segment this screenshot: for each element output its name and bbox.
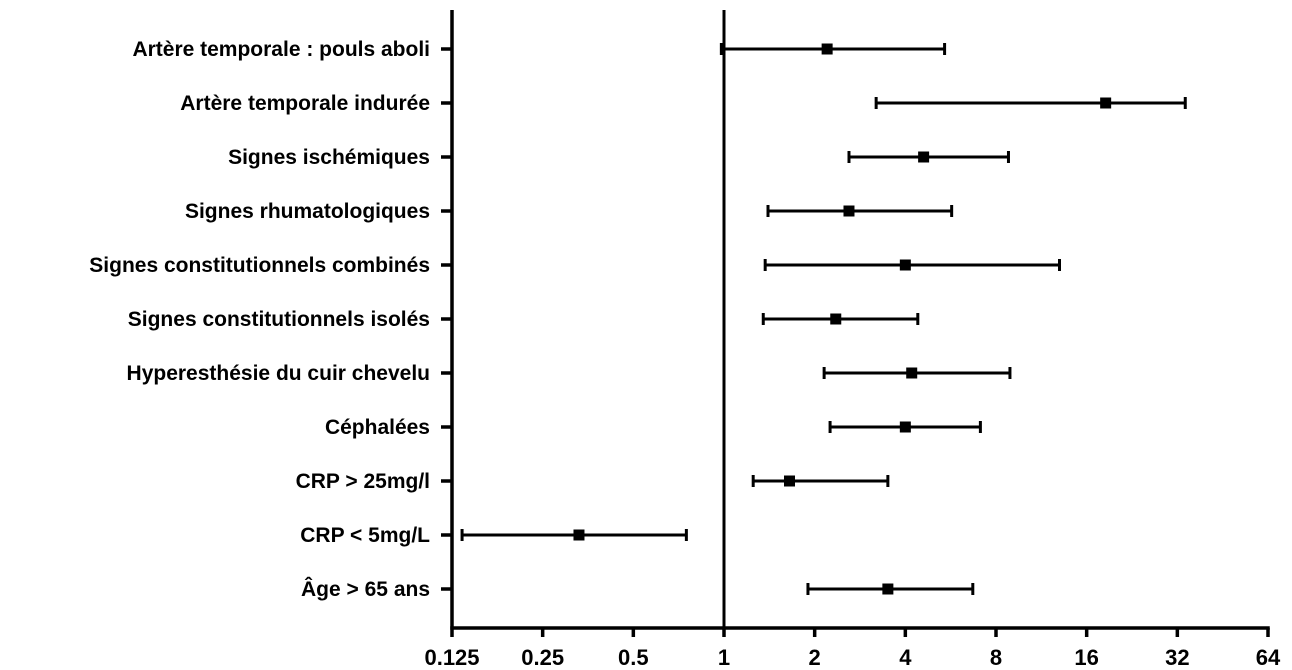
row-label: Artère temporale indurée	[180, 92, 430, 115]
row-label: Signes constitutionnels isolés	[128, 308, 430, 331]
point-estimate	[899, 259, 911, 271]
row-label: Hyperesthésie du cuir chevelu	[127, 362, 430, 385]
point-estimate	[821, 43, 833, 55]
row-label: Signes ischémiques	[228, 146, 430, 169]
point-estimate	[882, 583, 894, 595]
row-label: CRP < 5mg/L	[300, 524, 430, 547]
x-tick-label: 1	[718, 645, 730, 670]
row-label: Céphalées	[325, 416, 430, 439]
x-tick-label: 8	[990, 645, 1002, 670]
x-tick-label: 0.25	[521, 645, 564, 670]
row-label: Artère temporale : pouls aboli	[132, 38, 430, 61]
point-estimate	[784, 475, 796, 487]
point-estimate	[1100, 97, 1112, 109]
point-estimate	[843, 205, 855, 217]
point-estimate	[573, 529, 585, 541]
x-tick-label: 16	[1074, 645, 1098, 670]
x-tick-label: 2	[809, 645, 821, 670]
x-tick-label: 0.125	[424, 645, 479, 670]
point-estimate	[906, 367, 918, 379]
row-label: CRP > 25mg/l	[296, 470, 430, 493]
row-label: Signes rhumatologiques	[185, 200, 430, 223]
point-estimate	[918, 151, 930, 163]
x-tick-label: 64	[1256, 645, 1281, 670]
point-estimate	[899, 421, 911, 433]
row-label: Signes constitutionnels combinés	[89, 254, 430, 277]
row-label: Âge > 65 ans	[301, 577, 430, 601]
point-estimate	[830, 313, 842, 325]
x-tick-label: 0.5	[618, 645, 649, 670]
x-tick-label: 32	[1165, 645, 1189, 670]
x-tick-label: 4	[899, 645, 912, 670]
